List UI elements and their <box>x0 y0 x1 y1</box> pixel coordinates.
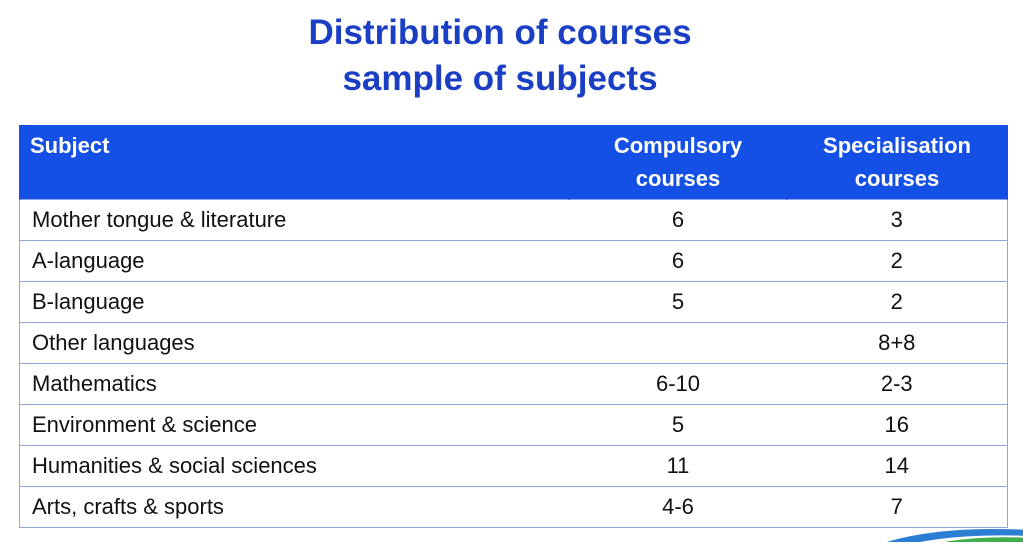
decorative-swoosh <box>886 528 1023 542</box>
table-row: Arts, crafts & sports 4-6 7 <box>19 485 1008 528</box>
row-subject: Humanities & social sciences <box>19 444 570 487</box>
table-row: Environment & science 5 16 <box>19 403 1008 446</box>
row-compulsory: 6 <box>569 239 787 282</box>
row-subject: Mother tongue & literature <box>19 198 570 241</box>
row-compulsory: 6-10 <box>569 362 787 405</box>
slide-title-line1: Distribution of courses <box>308 13 692 52</box>
row-specialisation: 3 <box>786 198 1008 241</box>
table-header: Subject Compulsory courses Specialisatio… <box>19 125 1008 199</box>
row-compulsory: 4-6 <box>569 485 787 528</box>
row-subject: Arts, crafts & sports <box>19 485 570 528</box>
table-row: Other languages 8+8 <box>19 321 1008 364</box>
row-subject: Other languages <box>19 321 570 364</box>
row-compulsory: 11 <box>569 444 787 487</box>
courses-table: Subject Compulsory courses Specialisatio… <box>19 125 1008 528</box>
header-specialisation-line2: courses <box>854 166 940 191</box>
header-compulsory-line1: Compulsory <box>613 133 743 158</box>
table-body: Mother tongue & literature 6 3 A-languag… <box>19 198 1008 528</box>
slide-title: Distribution of courses sample of subjec… <box>0 10 1000 102</box>
row-subject: Environment & science <box>19 403 570 446</box>
table-row: Mathematics 6-10 2-3 <box>19 362 1008 405</box>
header-subject-label: Subject <box>30 133 110 158</box>
slide-title-line2: sample of subjects <box>342 59 658 98</box>
row-compulsory <box>569 321 787 364</box>
row-specialisation: 7 <box>786 485 1008 528</box>
header-specialisation-line1: Specialisation <box>823 133 971 158</box>
header-compulsory: Compulsory courses <box>569 125 787 199</box>
row-specialisation: 2 <box>786 280 1008 323</box>
table-row: B-language 5 2 <box>19 280 1008 323</box>
row-subject: B-language <box>19 280 570 323</box>
row-compulsory: 5 <box>569 280 787 323</box>
table-row: Mother tongue & literature 6 3 <box>19 198 1008 241</box>
table-row: A-language 6 2 <box>19 239 1008 282</box>
header-subject: Subject <box>19 125 570 199</box>
row-specialisation: 8+8 <box>786 321 1008 364</box>
row-subject: Mathematics <box>19 362 570 405</box>
row-specialisation: 2 <box>786 239 1008 282</box>
row-specialisation: 14 <box>786 444 1008 487</box>
header-row: Subject Compulsory courses Specialisatio… <box>19 125 1008 199</box>
row-compulsory: 5 <box>569 403 787 446</box>
header-specialisation: Specialisation courses <box>786 125 1008 199</box>
row-specialisation: 2-3 <box>786 362 1008 405</box>
row-compulsory: 6 <box>569 198 787 241</box>
header-compulsory-line2: courses <box>635 166 721 191</box>
row-specialisation: 16 <box>786 403 1008 446</box>
table-row: Humanities & social sciences 11 14 <box>19 444 1008 487</box>
row-subject: A-language <box>19 239 570 282</box>
